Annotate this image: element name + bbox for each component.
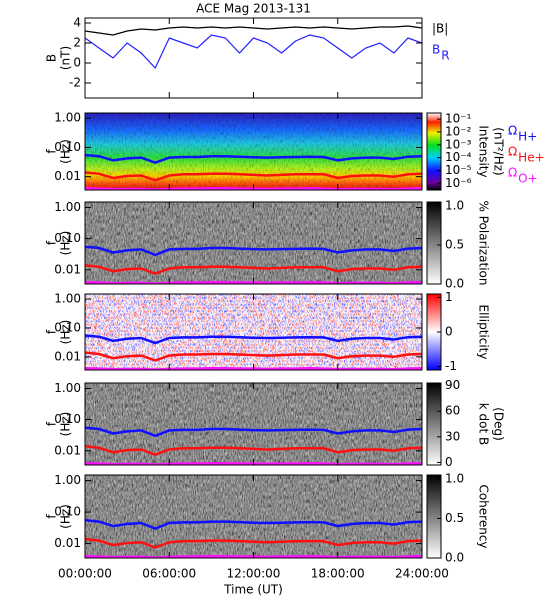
colorbar-tick-label: 10⁻² [445,124,472,138]
series-line [85,351,422,362]
x-tick-label: 12:00:00 [227,567,281,581]
colorbar-label: Intensity [477,125,491,177]
series-line [85,245,422,257]
series-line [85,519,422,530]
spectrogram-texture [85,202,422,284]
colorbar [426,112,442,191]
y-axis-label: (Hz) [59,320,73,345]
series-line [85,153,422,165]
colorbar-tick-label: 10⁻⁴ [445,150,472,164]
y-tick-label: 1.00 [54,381,81,395]
colorbar-tick-label: 1.0 [445,198,464,212]
colorbar-tick-label: 10⁻³ [445,137,472,151]
y-tick-label: 0.01 [54,443,81,457]
legend-label: B [432,43,440,57]
y-axis-label: (nT) [59,46,73,70]
legend-subscript: H+ [518,130,537,144]
y-tick-label: 1.00 [54,473,81,487]
colorbar-tick-label: 0.0 [445,551,464,565]
y-axis-label: (Hz) [59,231,73,256]
colorbar-label: (Deg) [492,407,506,441]
colorbar-tick-label: 30 [445,429,460,443]
x-tick-label: 00:00:00 [58,567,112,581]
series-line [85,426,422,438]
y-tick-label: 0.01 [54,169,81,183]
y-tick-label: 1.00 [54,292,81,306]
colorbar-tick-label: 0.5 [445,237,464,251]
y-tick-label: 0 [73,56,81,70]
y-tick-label: 0.10 [54,412,81,426]
y-tick-label: 2 [73,36,81,50]
spectrogram-texture [85,383,422,465]
legend-label: |B| [432,22,448,36]
colorbar-tick-label: 1.0 [445,471,464,485]
series-line [85,334,422,345]
colorbar-label: Coherency [477,484,491,548]
colorbar-tick-label: 0 [445,455,453,469]
y-tick-label: 0.01 [54,349,81,363]
colorbar-label: % Polarization [477,201,491,286]
colorbar-tick-label: -1 [445,359,457,373]
y-tick-label: -2 [69,76,81,90]
y-axis-label: B [45,54,59,62]
y-axis-label: f [45,514,59,519]
colorbar-label: (nT²/Hz) [492,127,506,175]
y-tick-label: 0.01 [54,262,81,276]
spectrogram-texture [85,475,422,558]
colorbar-tick-label: 0.0 [445,277,464,291]
x-tick-label: 18:00:00 [311,567,365,581]
y-tick-label: 0.10 [54,140,81,154]
colorbar [426,201,442,285]
legend-label: Ω [508,124,517,138]
colorbar-tick-label: 60 [445,404,460,418]
spectrogram-texture [85,113,422,190]
y-tick-label: 1.00 [54,111,81,125]
series-line [85,25,422,36]
colorbar-label: k dot B [477,403,491,445]
colorbar-label: Ellipticity [477,305,491,360]
legend-subscript: He+ [518,151,544,165]
chart-title: ACE Mag 2013-131 [196,2,311,16]
colorbar-tick-label: 0.5 [445,511,464,525]
colorbar-tick-label: 90 [445,378,460,392]
colorbar-tick-label: 1 [445,290,453,304]
series-line [85,537,422,549]
series-line [85,34,422,70]
y-tick-label: 0.10 [54,505,81,519]
colorbar-tick-label: 10⁻¹ [445,112,472,126]
x-tick-label: 06:00:00 [142,567,196,581]
legend-label: Ω [508,145,517,159]
x-tick-label: 24:00:00 [395,567,449,581]
legend-subscript: R [441,49,449,63]
y-axis-label: (Hz) [59,139,73,164]
colorbar [426,474,442,559]
colorbar-tick-label: 10⁻⁵ [445,163,472,177]
y-axis-label: f [45,421,59,426]
y-tick-label: 4 [73,16,81,30]
y-axis-label: f [45,329,59,334]
series-line [85,171,422,182]
y-axis-label: f [45,149,59,154]
y-tick-label: 0.01 [54,536,81,550]
legend-label: Ω [508,166,517,180]
y-tick-label: 0.10 [54,320,81,334]
y-axis-label: f [45,240,59,245]
series-line [85,263,422,276]
colorbar-tick-label: 10⁻⁶ [445,176,472,190]
legend-subscript: O+ [518,172,538,186]
x-axis-label: Time (UT) [223,583,283,597]
y-tick-label: 0.10 [54,231,81,245]
colorbar-tick-label: 0 [445,325,453,339]
y-axis-label: (Hz) [59,412,73,437]
spectrogram-texture [85,294,422,370]
colorbar [426,382,442,466]
y-axis-label: (Hz) [59,504,73,529]
y-tick-label: 1.00 [54,200,81,214]
series-line [85,444,422,457]
